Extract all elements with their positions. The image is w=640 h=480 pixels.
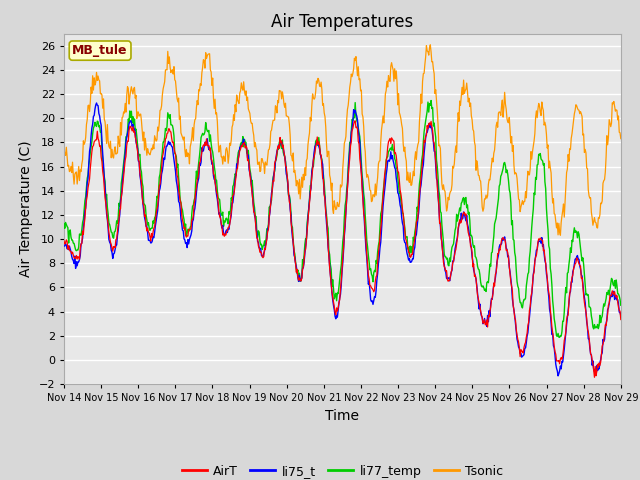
Title: Air Temperatures: Air Temperatures	[271, 12, 413, 31]
Text: MB_tule: MB_tule	[72, 44, 128, 57]
Y-axis label: Air Temperature (C): Air Temperature (C)	[19, 141, 33, 277]
Legend: AirT, li75_t, li77_temp, Tsonic: AirT, li75_t, li77_temp, Tsonic	[177, 460, 508, 480]
X-axis label: Time: Time	[325, 408, 360, 422]
